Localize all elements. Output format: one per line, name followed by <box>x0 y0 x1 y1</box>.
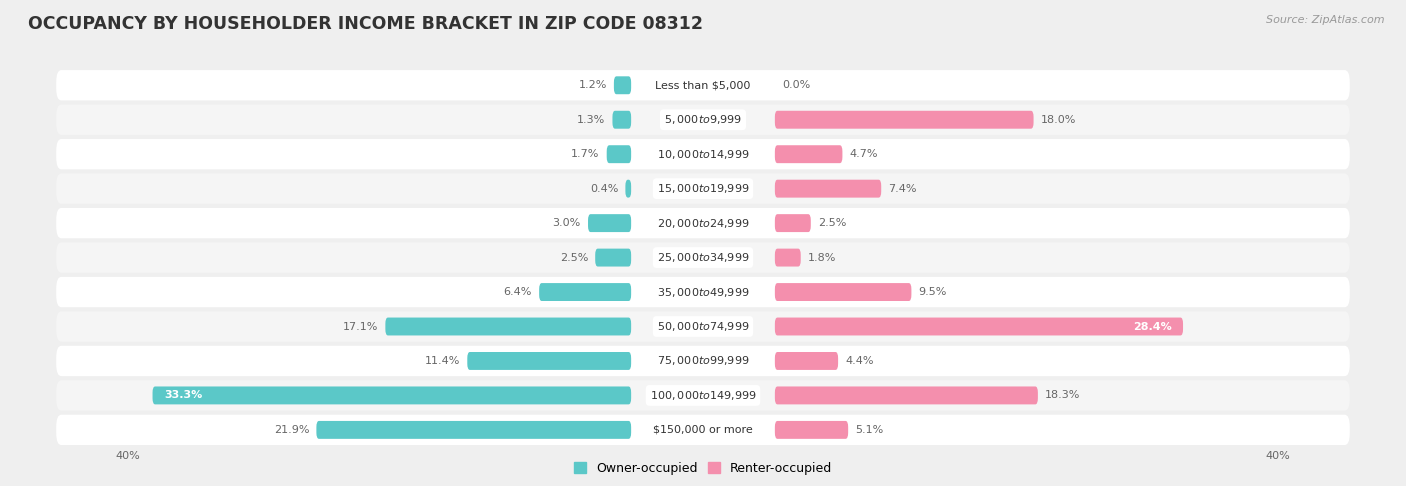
Text: 1.3%: 1.3% <box>576 115 605 125</box>
Text: 9.5%: 9.5% <box>918 287 948 297</box>
FancyBboxPatch shape <box>614 76 631 94</box>
Text: 21.9%: 21.9% <box>274 425 309 435</box>
FancyBboxPatch shape <box>56 415 1350 445</box>
FancyBboxPatch shape <box>56 70 1350 101</box>
FancyBboxPatch shape <box>56 243 1350 273</box>
Text: $50,000 to $74,999: $50,000 to $74,999 <box>657 320 749 333</box>
Text: $20,000 to $24,999: $20,000 to $24,999 <box>657 217 749 229</box>
Text: 3.0%: 3.0% <box>553 218 581 228</box>
Text: Less than $5,000: Less than $5,000 <box>655 80 751 90</box>
Text: $75,000 to $99,999: $75,000 to $99,999 <box>657 354 749 367</box>
Text: $10,000 to $14,999: $10,000 to $14,999 <box>657 148 749 161</box>
Text: 7.4%: 7.4% <box>889 184 917 193</box>
FancyBboxPatch shape <box>467 352 631 370</box>
FancyBboxPatch shape <box>775 180 882 198</box>
FancyBboxPatch shape <box>775 352 838 370</box>
Text: 18.0%: 18.0% <box>1040 115 1076 125</box>
Text: 4.4%: 4.4% <box>845 356 873 366</box>
Text: 1.7%: 1.7% <box>571 149 599 159</box>
FancyBboxPatch shape <box>56 346 1350 376</box>
FancyBboxPatch shape <box>56 104 1350 135</box>
Text: 6.4%: 6.4% <box>503 287 531 297</box>
FancyBboxPatch shape <box>775 386 1038 404</box>
FancyBboxPatch shape <box>595 249 631 266</box>
FancyBboxPatch shape <box>152 386 631 404</box>
FancyBboxPatch shape <box>775 111 1033 129</box>
Text: 33.3%: 33.3% <box>165 390 202 400</box>
Text: $15,000 to $19,999: $15,000 to $19,999 <box>657 182 749 195</box>
FancyBboxPatch shape <box>56 139 1350 169</box>
FancyBboxPatch shape <box>775 145 842 163</box>
FancyBboxPatch shape <box>56 174 1350 204</box>
FancyBboxPatch shape <box>607 145 631 163</box>
FancyBboxPatch shape <box>626 180 631 198</box>
FancyBboxPatch shape <box>385 317 631 335</box>
Text: $150,000 or more: $150,000 or more <box>654 425 752 435</box>
Text: 4.7%: 4.7% <box>849 149 879 159</box>
FancyBboxPatch shape <box>56 380 1350 411</box>
Text: 1.8%: 1.8% <box>808 253 837 262</box>
FancyBboxPatch shape <box>56 208 1350 238</box>
FancyBboxPatch shape <box>588 214 631 232</box>
Text: $35,000 to $49,999: $35,000 to $49,999 <box>657 286 749 298</box>
FancyBboxPatch shape <box>775 249 801 266</box>
FancyBboxPatch shape <box>613 111 631 129</box>
Text: 0.0%: 0.0% <box>782 80 810 90</box>
Text: 11.4%: 11.4% <box>425 356 460 366</box>
FancyBboxPatch shape <box>538 283 631 301</box>
FancyBboxPatch shape <box>775 421 848 439</box>
FancyBboxPatch shape <box>316 421 631 439</box>
Text: 17.1%: 17.1% <box>343 322 378 331</box>
FancyBboxPatch shape <box>775 214 811 232</box>
FancyBboxPatch shape <box>775 317 1182 335</box>
FancyBboxPatch shape <box>56 312 1350 342</box>
Text: 2.5%: 2.5% <box>560 253 588 262</box>
Text: 1.2%: 1.2% <box>578 80 607 90</box>
Text: $25,000 to $34,999: $25,000 to $34,999 <box>657 251 749 264</box>
FancyBboxPatch shape <box>775 283 911 301</box>
Text: 18.3%: 18.3% <box>1045 390 1080 400</box>
Text: OCCUPANCY BY HOUSEHOLDER INCOME BRACKET IN ZIP CODE 08312: OCCUPANCY BY HOUSEHOLDER INCOME BRACKET … <box>28 15 703 33</box>
Text: $100,000 to $149,999: $100,000 to $149,999 <box>650 389 756 402</box>
Legend: Owner-occupied, Renter-occupied: Owner-occupied, Renter-occupied <box>568 457 838 480</box>
Text: 2.5%: 2.5% <box>818 218 846 228</box>
Text: $5,000 to $9,999: $5,000 to $9,999 <box>664 113 742 126</box>
Text: 28.4%: 28.4% <box>1133 322 1171 331</box>
Text: 5.1%: 5.1% <box>855 425 883 435</box>
FancyBboxPatch shape <box>56 277 1350 307</box>
Text: Source: ZipAtlas.com: Source: ZipAtlas.com <box>1267 15 1385 25</box>
Text: 0.4%: 0.4% <box>591 184 619 193</box>
